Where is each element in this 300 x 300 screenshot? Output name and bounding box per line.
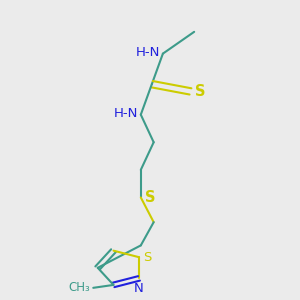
Text: N: N: [134, 282, 144, 295]
Text: S: S: [143, 251, 151, 264]
Text: H-N: H-N: [136, 46, 160, 59]
Text: S: S: [145, 190, 156, 205]
Text: H-N: H-N: [113, 107, 138, 120]
Text: S: S: [195, 84, 206, 99]
Text: CH₃: CH₃: [69, 281, 90, 294]
